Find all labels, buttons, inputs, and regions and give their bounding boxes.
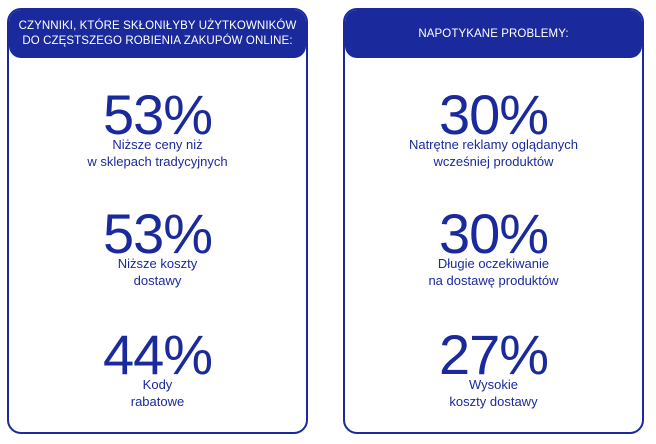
stat-value: 53% [102,202,213,265]
factor-stat-discount-codes: 44% Kody rabatowe [9,323,306,410]
stat-label: Natrętne reklamy oglądanych wcześniej pr… [408,137,579,169]
problems-panel: NAPOTYKANE PROBLEMY: 30% Natrętne reklam… [343,8,644,434]
stat-label: Długie oczekiwanie na dostawę produktów [428,256,559,288]
factor-stat-lower-shipping: 53% Niższe koszty dostawy [9,202,306,289]
stat-value: 53% [102,83,213,146]
problems-panel-header: NAPOTYKANE PROBLEMY: [345,10,642,58]
stat-label: Wysokie koszty dostawy [449,377,538,409]
factors-panel: CZYNNIKI, KTÓRE SKŁONIŁYBY UŻYTKOWNIKÓW … [7,8,308,434]
stat-label: Kody rabatowe [130,377,185,409]
stat-label: Niższe koszty dostawy [117,256,198,288]
factors-panel-header: CZYNNIKI, KTÓRE SKŁONIŁYBY UŻYTKOWNIKÓW … [9,10,306,58]
stat-value: 27% [438,323,549,386]
factor-stat-lower-prices: 53% Niższe ceny niż w sklepach tradycyjn… [9,83,306,170]
stat-label: Niższe ceny niż w sklepach tradycyjnych [87,137,228,169]
stat-value: 44% [102,323,213,386]
stat-value: 30% [438,202,549,265]
problem-stat-high-shipping-cost: 27% Wysokie koszty dostawy [345,323,642,410]
problem-stat-intrusive-ads: 30% Natrętne reklamy oglądanych wcześnie… [345,83,642,170]
problem-stat-long-delivery: 30% Długie oczekiwanie na dostawę produk… [345,202,642,289]
stat-value: 30% [438,83,549,146]
